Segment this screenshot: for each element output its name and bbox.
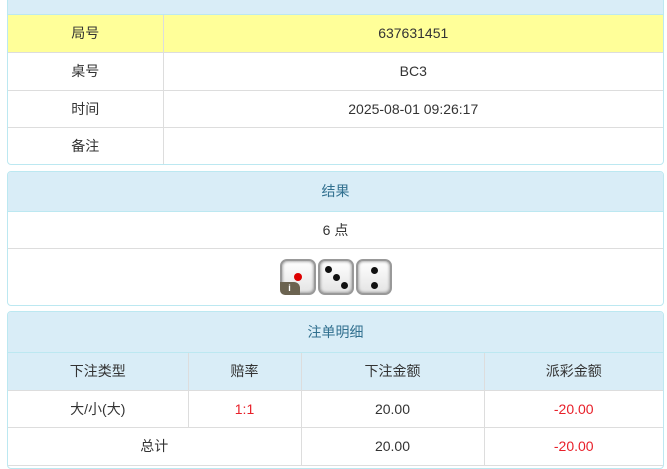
info-table: 局号 637631451 桌号 BC3 时间 2025-08-01 09:26:17 … — [8, 15, 663, 164]
die-3-icon — [317, 259, 354, 295]
bets-header-row: 下注类型 赔率 下注金额 派彩金额 — [8, 353, 663, 391]
value: 637631451 — [162, 15, 663, 53]
result-title: 结果 — [8, 172, 663, 212]
info-row-note: 备注 — [8, 126, 663, 164]
label: 桌号 — [8, 51, 164, 91]
info-panel-header — [8, 0, 663, 15]
col-amount: 下注金额 — [300, 353, 485, 391]
col-odds: 赔率 — [187, 353, 302, 391]
bet-payout: -20.00 — [483, 389, 663, 428]
info-icon[interactable]: i — [279, 282, 300, 295]
label: 备注 — [8, 126, 164, 164]
info-row-round: 局号 637631451 — [8, 15, 663, 53]
bets-panel: 注单明细 下注类型 赔率 下注金额 派彩金额 大/小(大) 1:1 20.00 … — [7, 311, 664, 469]
bet-odds: 1:1 — [187, 389, 302, 428]
total-label: 总计 — [8, 426, 302, 466]
info-panel: 局号 637631451 桌号 BC3 时间 2025-08-01 09:26:17 … — [7, 0, 664, 165]
total-amount: 20.00 — [300, 426, 485, 466]
value: BC3 — [162, 51, 663, 91]
info-row-time: 时间 2025-08-01 09:26:17 — [8, 89, 663, 128]
bets-title: 注单明细 — [8, 312, 663, 353]
value — [162, 126, 663, 164]
bet-row: 大/小(大) 1:1 20.00 -20.00 — [8, 389, 663, 428]
label: 局号 — [8, 15, 164, 53]
value: 2025-08-01 09:26:17 — [162, 89, 663, 128]
col-type: 下注类型 — [8, 353, 189, 391]
bets-table: 下注类型 赔率 下注金额 派彩金额 大/小(大) 1:1 20.00 -20.0… — [8, 353, 663, 466]
col-payout: 派彩金额 — [483, 353, 663, 391]
bet-amount: 20.00 — [300, 389, 485, 428]
info-row-table: 桌号 BC3 — [8, 51, 663, 91]
result-points: 6 点 — [8, 212, 663, 249]
dice-group: i — [8, 249, 663, 305]
total-payout: -20.00 — [483, 426, 663, 466]
die-2-icon — [355, 259, 392, 295]
label: 时间 — [8, 89, 164, 128]
total-row: 总计 20.00 -20.00 — [8, 426, 663, 466]
bet-type: 大/小(大) — [8, 389, 189, 428]
die-1-icon[interactable]: i — [279, 259, 316, 295]
result-panel: 结果 6 点 i — [7, 171, 664, 306]
